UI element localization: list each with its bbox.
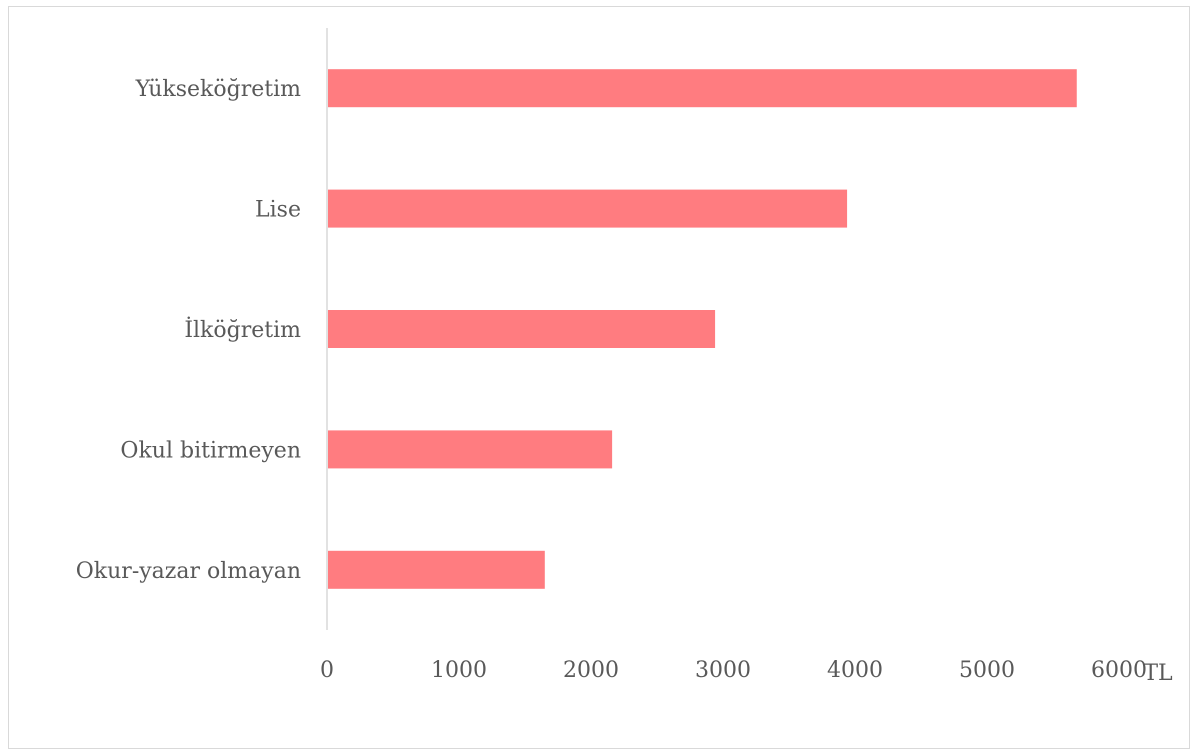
x-tick-label: 1000 xyxy=(431,658,487,683)
category-label: Lise xyxy=(255,198,301,223)
bar-3 xyxy=(328,430,613,469)
category-label: Okur-yazar olmayan xyxy=(76,559,301,584)
bar-2 xyxy=(328,310,716,348)
category-label: İlköğretim xyxy=(184,316,301,343)
bar-0 xyxy=(328,69,1077,108)
x-tick-label: 3000 xyxy=(695,658,751,683)
x-tick-label: 0 xyxy=(320,658,334,683)
bars-group xyxy=(328,69,1077,589)
x-tick-label: 6000 xyxy=(1091,658,1147,683)
x-tick-labels: 0 1000 2000 3000 4000 5000 6000 xyxy=(320,658,1147,683)
category-labels: Yükseköğretim Lise İlköğretim Okul bitirmey… xyxy=(76,77,301,584)
x-unit-label: TL xyxy=(1143,661,1173,686)
x-tick-label: 5000 xyxy=(959,658,1015,683)
category-label: Yükseköğretim xyxy=(135,77,301,102)
chart-frame xyxy=(8,6,1190,749)
bar-4 xyxy=(328,550,545,589)
x-tick-label: 4000 xyxy=(827,658,883,683)
bar-1 xyxy=(328,189,848,228)
category-label: Okul bitirmeyen xyxy=(120,438,301,463)
x-tick-label: 2000 xyxy=(563,658,619,683)
